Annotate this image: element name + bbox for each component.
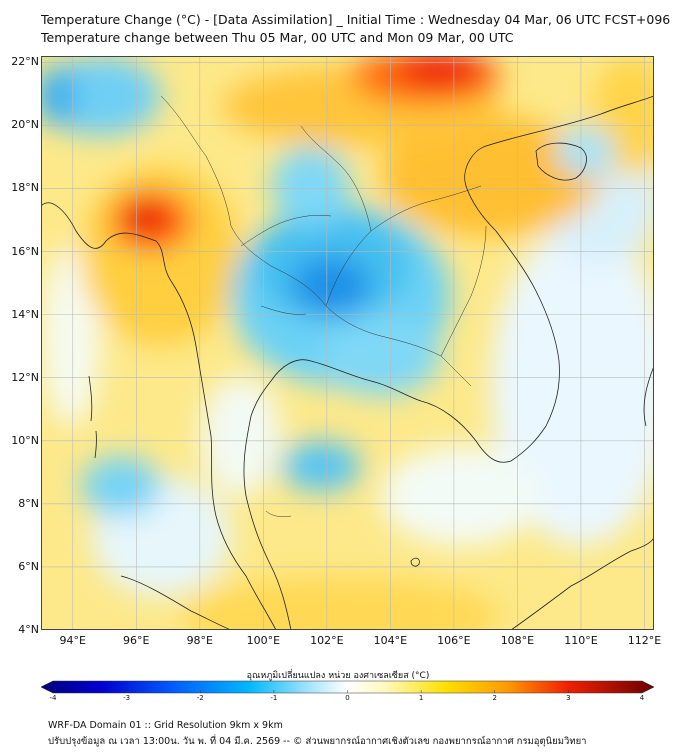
lon-label: 102°E [310, 634, 344, 647]
colorbar-tick: -3 [123, 694, 131, 702]
colorbar-tick: -2 [196, 694, 204, 702]
temperature-field [41, 56, 654, 630]
colorbar-tick: 4 [639, 694, 645, 702]
colorbar-tick: 1 [418, 694, 424, 702]
colorbar-tick: 3 [566, 694, 571, 702]
lat-label: 8°N [18, 496, 39, 510]
colorbar-tick: -1 [270, 694, 278, 702]
map-subtitle: Temperature change between Thu 05 Mar, 0… [41, 30, 514, 45]
temperature-change-map [41, 56, 654, 630]
lon-label: 112°E [627, 634, 662, 647]
lat-label: 6°N [18, 559, 39, 573]
lat-label: 14°N [11, 307, 39, 321]
lon-label: 110°E [564, 634, 598, 647]
lat-label: 18°N [11, 181, 39, 195]
lat-label: 10°N [11, 433, 39, 447]
country-borders [160, 95, 487, 518]
lat-label: 20°N [11, 118, 39, 132]
colorbar-tick: 0 [345, 694, 350, 702]
lon-label: 106°E [437, 634, 471, 647]
lat-label: 22°N [11, 55, 39, 69]
lon-label: 100°E [246, 634, 281, 647]
map-frame [41, 56, 654, 630]
graticule [41, 56, 654, 630]
lon-label: 108°E [500, 634, 535, 647]
map-title: Temperature Change (°C) - [Data Assimila… [41, 12, 671, 27]
lon-label: 94°E [59, 634, 86, 647]
lat-label: 16°N [11, 244, 39, 258]
lon-label: 96°E [123, 634, 150, 647]
colorbar-tick: 2 [492, 694, 497, 702]
colorbar-label: อุณหภูมิเปลี่ยนแปลง หน่วย องศาเซลเซียส (… [246, 671, 430, 681]
lon-label: 98°E [186, 634, 214, 647]
lon-label: 104°E [373, 634, 408, 647]
colorbar [41, 680, 654, 694]
coastlines [41, 95, 654, 630]
footer-credit: ปรับปรุงข้อมูล ณ เวลา 13:00น. วัน พ. ที่… [48, 736, 587, 747]
lat-label: 4°N [18, 623, 39, 636]
lat-label: 12°N [11, 370, 39, 384]
colorbar-tick: -4 [49, 694, 57, 702]
footer-model-info: WRF-DA Domain 01 :: Grid Resolution 9km … [48, 720, 283, 731]
